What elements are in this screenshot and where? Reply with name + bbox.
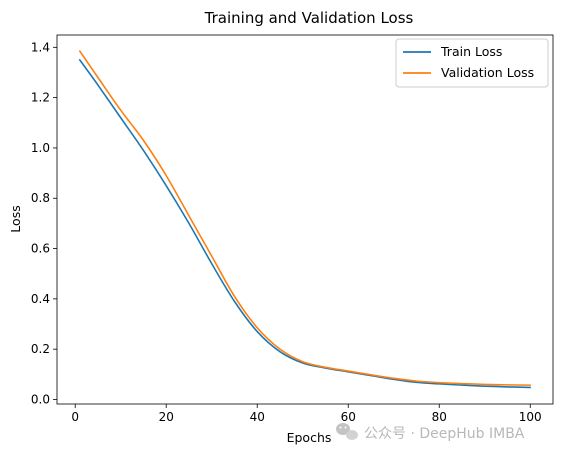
y-axis-title: Loss [8, 205, 23, 232]
x-tick-label: 60 [341, 410, 356, 424]
series-line-train-loss [78, 59, 532, 389]
legend-box [395, 38, 549, 88]
x-axis-title: Epochs [287, 430, 332, 445]
x-tick-label: 40 [250, 410, 265, 424]
x-tick-label: 0 [71, 410, 79, 424]
y-tick-label: 0.2 [31, 342, 50, 356]
y-tick-label: 1.2 [31, 91, 50, 105]
series-lines [78, 50, 532, 389]
watermark-text: 公众号 · DeepHub IMBA [364, 426, 525, 442]
legend-label-validation-loss: Validation Loss [441, 65, 534, 80]
watermark: 公众号 · DeepHub IMBA [336, 423, 525, 442]
y-tick-label: 1.4 [31, 40, 50, 54]
y-tick-label: 0.8 [31, 191, 50, 205]
chart-title: Training and Validation Loss [204, 9, 414, 27]
y-axis-ticks: 0.0 0.2 0.4 0.6 0.8 1.0 1.2 1.4 [31, 40, 57, 406]
wechat-icon [336, 423, 358, 440]
y-tick-label: 0.4 [31, 292, 50, 306]
x-axis-ticks: 0 20 40 60 80 100 [71, 404, 542, 424]
x-tick-label: 80 [432, 410, 447, 424]
y-tick-label: 0.6 [31, 242, 50, 256]
x-tick-label: 20 [159, 410, 174, 424]
plot-area-frame [56, 34, 554, 405]
y-tick-label: 1.0 [31, 141, 50, 155]
legend: Train Loss Validation Loss [395, 38, 549, 88]
x-tick-label: 100 [519, 410, 542, 424]
y-tick-label: 0.0 [31, 392, 50, 406]
legend-label-train-loss: Train Loss [440, 44, 502, 59]
series-line-validation-loss [78, 50, 532, 386]
